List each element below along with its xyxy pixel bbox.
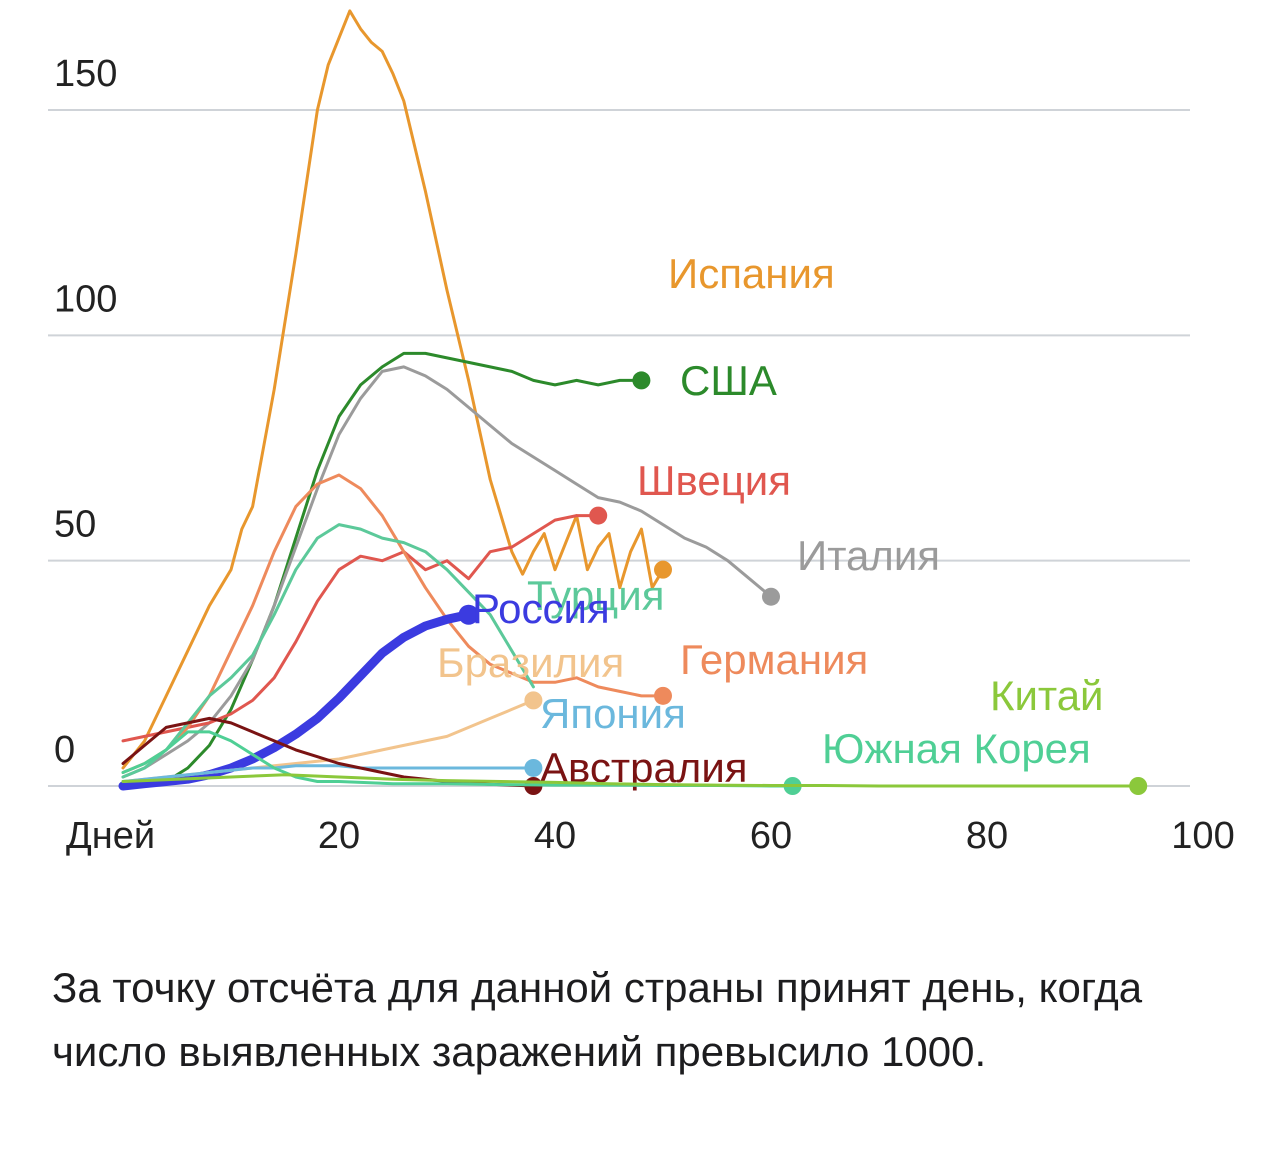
chart-svg: 0 50 100 150 Дней 20 40 60 80 100 Испания США Италия… [48,9,1235,857]
series-8-line [121,764,535,783]
series-11-end-dot [1129,777,1148,795]
series-1-line [121,351,643,788]
series-8-end-dot [524,758,543,777]
series-11-line [121,773,1140,788]
series-2-line [121,365,773,779]
x-tick-label-100: 100 [1171,815,1234,857]
series-7-label: Бразилия [437,639,624,686]
y-tick-label-50: 50 [54,504,96,546]
series-0-end-dot [654,560,672,579]
series-5-line [121,523,535,779]
series-6-label: Россия [472,585,610,632]
series-0-line [121,9,665,770]
x-axis-label: Дней [66,815,155,857]
series-3-end-dot [589,506,608,525]
series-4-end-dot [654,686,672,705]
series-3-label: Швеция [637,457,791,504]
y-tick-label-100: 100 [54,278,117,320]
y-tick-label-0: 0 [54,729,75,771]
series-7-end-dot [524,691,543,710]
series-4-label: Германия [680,636,868,683]
chart: 0 50 100 150 Дней 20 40 60 80 100 Испания США Италия… [48,9,1235,857]
series-3-line [121,514,600,743]
y-tick-label-150: 150 [54,53,117,95]
x-tick-label-60: 60 [750,815,792,857]
series-10-label: Южная Корея [822,725,1091,772]
series-2-label: Италия [797,532,940,579]
series-0-label: Испания [668,250,835,297]
series-11-label: Китай [990,672,1104,719]
series-5-label: Турция [527,572,664,619]
series-1-end-dot [632,371,651,390]
series-4-line [121,473,665,774]
series-2-end-dot [762,587,780,606]
x-tick-label-20: 20 [318,815,360,857]
series-8-label: Япония [540,690,686,737]
x-tick-label-80: 80 [966,815,1008,857]
series-6-end-dot [458,604,479,625]
chart-caption: За точку отсчёта для данной страны приня… [52,964,1143,1075]
x-tick-label-40: 40 [534,815,576,857]
series-1-label: США [680,357,777,404]
